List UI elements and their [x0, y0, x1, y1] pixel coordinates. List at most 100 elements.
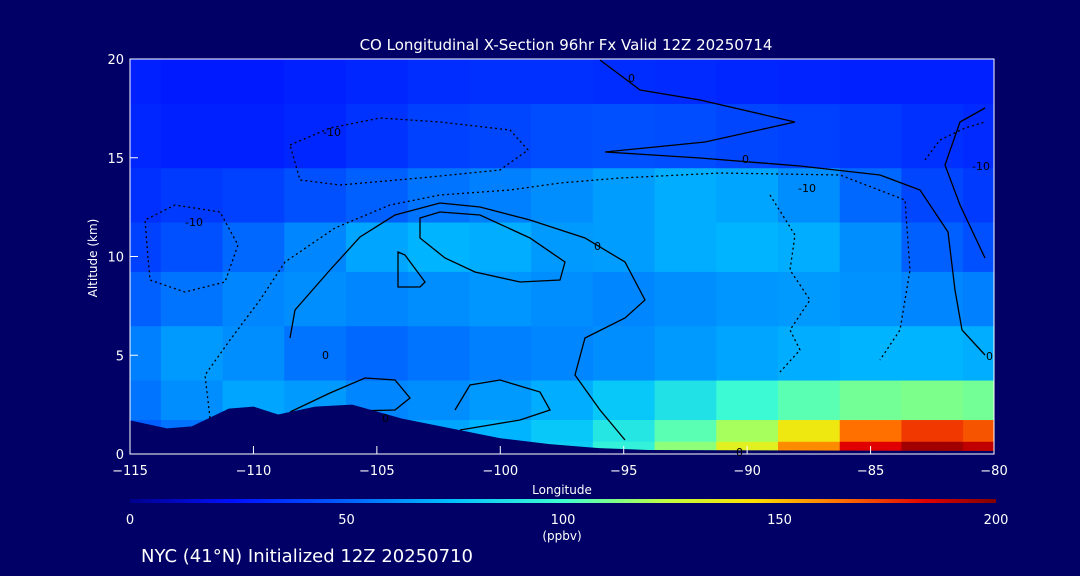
heatmap-cell — [839, 59, 903, 105]
heatmap-cell — [160, 379, 224, 421]
heatmap-cell — [160, 271, 224, 327]
colorbar-tick-label: 50 — [338, 513, 355, 528]
x-tick-label: −105 — [359, 464, 395, 479]
footer-text: NYC (41°N) Initialized 12Z 20250710 — [141, 546, 473, 567]
contour-label: 0 — [322, 349, 329, 362]
heatmap-cell — [716, 221, 779, 272]
heatmap-cell — [716, 325, 779, 381]
heatmap-cell — [654, 59, 717, 105]
contour-label: 0 — [736, 446, 743, 459]
heatmap-cell — [222, 221, 285, 272]
heatmap-cell — [284, 271, 347, 327]
heatmap-cell — [407, 325, 471, 381]
x-tick-label: −110 — [236, 464, 272, 479]
heatmap-cell — [222, 325, 285, 381]
heatmap-cell — [130, 379, 162, 421]
heatmap-cell — [346, 167, 409, 223]
contour-label: -10 — [185, 216, 203, 229]
heatmap-cell — [407, 221, 471, 272]
heatmap-cell — [469, 325, 532, 381]
contour-label: 0 — [742, 153, 749, 166]
heatmap-cell — [901, 103, 964, 169]
heatmap-cell — [716, 59, 779, 105]
x-tick-label: −115 — [112, 464, 148, 479]
contour-label: 0 — [594, 240, 601, 253]
y-axis-label: Altitude (km) — [86, 219, 100, 298]
contour-dashed-left — [204, 172, 911, 419]
heatmap-cell — [130, 221, 162, 272]
contour-zero-small — [397, 251, 426, 288]
heatmap-cell — [654, 221, 717, 272]
contour-label: 0 — [986, 350, 993, 363]
heatmap-cell — [963, 103, 994, 169]
heatmap-cell — [963, 221, 994, 272]
heatmap-cell — [778, 325, 841, 381]
heatmap-cell — [592, 59, 656, 105]
colorbar-unit: (ppbv) — [542, 529, 581, 543]
heatmap-cell — [839, 103, 903, 169]
heatmap-cell — [839, 221, 903, 272]
heatmap-cell — [160, 167, 224, 223]
heatmap-cell — [531, 325, 594, 381]
heatmap-cell — [963, 167, 994, 223]
contour-label: -10 — [798, 182, 816, 195]
heatmap-cell — [901, 379, 964, 421]
heatmap-cell — [778, 419, 841, 442]
heatmap-cell — [284, 167, 347, 223]
contour-zero-arc — [289, 202, 646, 441]
heatmap-cell — [222, 167, 285, 223]
heatmap-cell — [469, 379, 532, 421]
heatmap-cell — [963, 325, 994, 381]
x-tick-label: −100 — [482, 464, 518, 479]
heatmap-cell — [592, 167, 656, 223]
heatmap-cell — [284, 325, 347, 381]
heatmap-cell — [284, 221, 347, 272]
contour-lines — [144, 59, 986, 441]
heatmap-cell — [346, 59, 409, 105]
heatmap-cell — [901, 59, 964, 105]
heatmap-cell — [716, 103, 779, 169]
heatmap-cell — [407, 379, 471, 421]
heatmap-cell — [654, 167, 717, 223]
heatmap-cell — [469, 271, 532, 327]
colorbar-tick-label: 150 — [767, 513, 792, 528]
heatmap-cell — [901, 325, 964, 381]
y-tick-label: 10 — [107, 251, 124, 266]
heatmap-cell — [839, 167, 903, 223]
heatmap-cell — [592, 419, 656, 442]
heatmap-cell — [592, 379, 656, 421]
x-tick-label: −90 — [733, 464, 760, 479]
heatmap-cell — [716, 379, 779, 421]
heatmap-cell — [778, 103, 841, 169]
heatmap-cell — [531, 59, 594, 105]
heatmap-cell — [901, 271, 964, 327]
heatmap-cell — [839, 419, 903, 442]
y-tick-label: 15 — [107, 152, 124, 167]
contour-zero-upper — [599, 59, 986, 356]
heatmap-cell — [778, 221, 841, 272]
heatmap-cell — [469, 167, 532, 223]
heatmap-cell — [407, 59, 471, 105]
heatmap-cell — [654, 419, 717, 442]
heatmap-cell — [346, 325, 409, 381]
heatmap-cell — [592, 325, 656, 381]
heatmap-cell — [778, 167, 841, 223]
heatmap-cell — [716, 419, 779, 442]
heatmap-cell — [160, 325, 224, 381]
heatmap-cell — [130, 271, 162, 327]
heatmap-cell — [901, 441, 964, 454]
heatmap-cell — [531, 167, 594, 223]
colorbar-tick-label: 100 — [551, 513, 576, 528]
heatmap-cell — [592, 103, 656, 169]
heatmap-cell — [901, 221, 964, 272]
contour-labels: -10 -10 -10 -10 0 0 0 0 0 0 0 — [185, 72, 993, 459]
heatmap-cell — [716, 271, 779, 327]
heatmap-cell — [469, 221, 532, 272]
chart-title: CO Longitudinal X-Section 96hr Fx Valid … — [360, 36, 773, 54]
terrain-mask — [130, 404, 994, 454]
colorbar-tick-label: 0 — [126, 513, 134, 528]
x-tick-label: −80 — [980, 464, 1007, 479]
heatmap-cell — [160, 221, 224, 272]
heatmap-cell — [901, 419, 964, 442]
